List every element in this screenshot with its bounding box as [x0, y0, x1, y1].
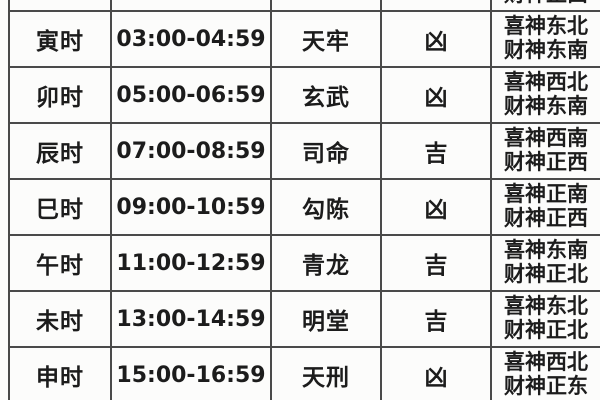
cell-shen-sha: 天牢 — [270, 10, 382, 68]
table-row[interactable]: 未时 13:00-14:59 明堂吉喜神东北 财神正北 — [8, 290, 600, 348]
cell-shen-sha: 司命 — [270, 122, 382, 180]
fang-wei-xi-shen: 喜神东北 — [504, 14, 588, 39]
table-row[interactable]: 申时 15:00-16:59 天刑凶喜神西北 财神正东 — [8, 346, 600, 400]
cell-ji-xiong: 吉 — [380, 290, 492, 348]
cell-fang-wei: 喜神东北 财神东南 — [490, 10, 600, 68]
cell-shen-sha: 青龙 — [270, 234, 382, 292]
fang-wei-cai-shen: 财神正东 — [504, 374, 588, 398]
cell-time-range: 09:00-10:59 — [110, 178, 272, 236]
cell-shen-sha: 朱雀 — [270, 0, 382, 12]
cell-time-range: 01:00-02:59 — [110, 0, 272, 12]
cell-shen-sha: 勾陈 — [270, 178, 382, 236]
cell-ji-xiong: 凶 — [380, 346, 492, 400]
table-row[interactable]: 寅时 03:00-04:59 天牢凶喜神东北 财神东南 — [8, 10, 600, 68]
cell-shen-sha: 天刑 — [270, 346, 382, 400]
cell-ji-xiong: 凶 — [380, 66, 492, 124]
cell-fang-wei: 喜神西北 财神正东 — [490, 346, 600, 400]
fang-wei-xi-shen: 喜神东北 — [504, 294, 588, 319]
almanac-table-body: 丑时01:00-02:59朱雀凶喜神东北财神正西寅时03:00-04:59天牢凶… — [8, 0, 600, 400]
fang-wei-cai-shen: 财神正北 — [504, 262, 588, 286]
cell-shichen: 巳时 — [8, 178, 112, 236]
cell-time-range: 15:00-16:59 — [110, 346, 272, 400]
table-row[interactable]: 丑时01:00-02:59朱雀凶喜神东北财神正西 — [8, 0, 600, 12]
fang-wei-xi-shen: 喜神西北 — [504, 350, 588, 375]
cell-shichen: 申时 — [8, 346, 112, 400]
cell-time-range: 03:00-04:59 — [110, 10, 272, 68]
table-row[interactable]: 卯时 05:00-06:59 玄武凶喜神西北 财神东南 — [8, 66, 600, 124]
cell-shichen: 未时 — [8, 290, 112, 348]
cell-time-range: 11:00-12:59 — [110, 234, 272, 292]
fang-wei-cai-shen: 财神东南 — [504, 94, 588, 118]
almanac-hour-table: 丑时01:00-02:59朱雀凶喜神东北财神正西寅时03:00-04:59天牢凶… — [8, 0, 600, 400]
table-row[interactable]: 午时 11:00-12:59 青龙吉喜神东南 财神正北 — [8, 234, 600, 292]
cell-time-range: 05:00-06:59 — [110, 66, 272, 124]
fang-wei-cai-shen: 财神东南 — [504, 38, 588, 62]
fang-wei-cai-shen: 财神正西 — [504, 206, 588, 230]
cell-fang-wei: 喜神东北财神正西 — [490, 0, 600, 12]
cell-ji-xiong: 凶 — [380, 10, 492, 68]
cell-ji-xiong: 吉 — [380, 122, 492, 180]
cell-shichen: 辰时 — [8, 122, 112, 180]
cell-shen-sha: 玄武 — [270, 66, 382, 124]
cell-fang-wei: 喜神东北 财神正北 — [490, 290, 600, 348]
fang-wei-xi-shen: 喜神西北 — [504, 70, 588, 95]
fang-wei-cai-shen: 财神正西 — [494, 0, 598, 7]
cell-fang-wei: 喜神正南 财神正西 — [490, 178, 600, 236]
cell-ji-xiong: 吉 — [380, 234, 492, 292]
table-row[interactable]: 巳时 09:00-10:59 勾陈凶喜神正南 财神正西 — [8, 178, 600, 236]
cell-fang-wei: 喜神东南 财神正北 — [490, 234, 600, 292]
cell-shichen: 午时 — [8, 234, 112, 292]
cell-time-range: 13:00-14:59 — [110, 290, 272, 348]
cell-ji-xiong: 凶 — [380, 0, 492, 12]
cell-time-range: 07:00-08:59 — [110, 122, 272, 180]
cell-fang-wei: 喜神西南 财神正西 — [490, 122, 600, 180]
fang-wei-xi-shen: 喜神东南 — [504, 238, 588, 263]
cell-shichen: 寅时 — [8, 10, 112, 68]
fang-wei-xi-shen: 喜神正南 — [504, 182, 588, 207]
cell-shichen: 卯时 — [8, 66, 112, 124]
fang-wei-xi-shen: 喜神西南 — [504, 126, 588, 151]
cell-fang-wei: 喜神西北 财神东南 — [490, 66, 600, 124]
fang-wei-cai-shen: 财神正北 — [504, 318, 588, 342]
fang-wei-cai-shen: 财神正西 — [504, 150, 588, 174]
cell-shen-sha: 明堂 — [270, 290, 382, 348]
cell-ji-xiong: 凶 — [380, 178, 492, 236]
cell-shichen: 丑时 — [8, 0, 112, 12]
table-row[interactable]: 辰时 07:00-08:59 司命吉喜神西南 财神正西 — [8, 122, 600, 180]
